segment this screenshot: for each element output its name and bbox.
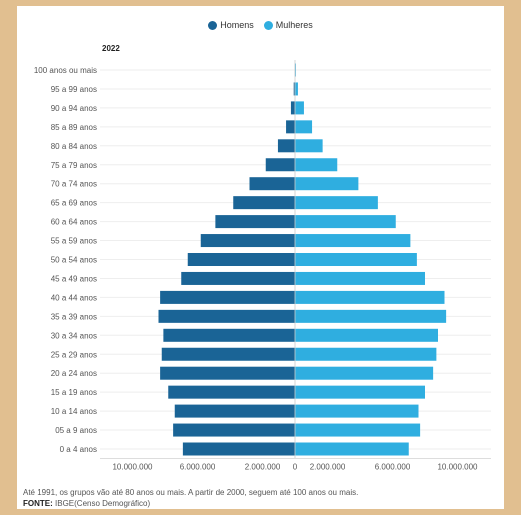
- source-text: IBGE(Censo Demográfico): [52, 499, 151, 508]
- category-label: 90 a 94 anos: [51, 104, 97, 113]
- bar-mulheres[interactable]: [295, 101, 304, 115]
- bar-homens[interactable]: [286, 120, 295, 134]
- category-label: 15 a 19 anos: [51, 388, 97, 397]
- legend-item-mulheres[interactable]: Mulheres: [263, 20, 313, 30]
- category-label: 95 a 99 anos: [51, 85, 97, 94]
- bar-mulheres[interactable]: [295, 120, 313, 134]
- category-label: 40 a 44 anos: [51, 293, 97, 302]
- category-label: 50 a 54 anos: [51, 256, 97, 265]
- bar-mulheres[interactable]: [295, 423, 421, 437]
- x-tick-label: 10.000.000: [437, 462, 478, 471]
- legend-item-homens[interactable]: Homens: [208, 20, 254, 30]
- category-label: 75 a 79 anos: [51, 161, 97, 170]
- x-tick-label: 6.000.000: [375, 462, 411, 471]
- category-label: 60 a 64 anos: [51, 218, 97, 227]
- chart-legend: Homens Mulheres: [17, 20, 504, 30]
- category-label: 55 a 59 anos: [51, 237, 97, 246]
- category-label: 35 a 39 anos: [51, 312, 97, 321]
- chart-card: Homens Mulheres 2022 100 anos ou mais 95 …: [17, 6, 504, 509]
- bar-mulheres[interactable]: [295, 404, 419, 418]
- bar-mulheres[interactable]: [295, 309, 447, 323]
- bar-homens[interactable]: [187, 253, 295, 266]
- legend-label-mulheres: Mulheres: [275, 20, 313, 30]
- bar-homens[interactable]: [233, 196, 295, 210]
- bar-mulheres[interactable]: [295, 366, 434, 380]
- x-tick-label: 2.000.000: [245, 462, 281, 471]
- category-label: 85 a 89 anos: [51, 123, 97, 132]
- category-label: 05 a 9 anos: [55, 426, 97, 435]
- bar-mulheres[interactable]: [295, 253, 417, 266]
- legend-label-homens: Homens: [220, 20, 254, 30]
- category-label: 80 a 84 anos: [51, 142, 97, 151]
- bar-homens[interactable]: [168, 385, 295, 399]
- bar-homens[interactable]: [160, 366, 295, 380]
- chart-note: Até 1991, os grupos vão até 80 anos ou m…: [23, 488, 359, 497]
- bar-mulheres[interactable]: [295, 82, 298, 96]
- bar-homens[interactable]: [249, 177, 296, 191]
- category-label: 25 a 29 anos: [51, 350, 97, 359]
- bar-homens[interactable]: [215, 215, 295, 229]
- category-label: 45 a 49 anos: [51, 274, 97, 283]
- category-label: 30 a 34 anos: [51, 331, 97, 340]
- legend-swatch-homens: [208, 20, 218, 30]
- bar-mulheres[interactable]: [295, 215, 396, 229]
- bar-mulheres[interactable]: [295, 158, 338, 172]
- bar-homens[interactable]: [200, 234, 295, 248]
- bar-homens[interactable]: [293, 82, 295, 96]
- bar-mulheres[interactable]: [295, 139, 323, 153]
- bar-mulheres[interactable]: [295, 347, 437, 361]
- bar-mulheres[interactable]: [295, 328, 438, 342]
- category-label: 65 a 69 anos: [51, 199, 97, 208]
- bar-homens[interactable]: [161, 347, 295, 361]
- bar-homens[interactable]: [265, 158, 295, 172]
- bar-mulheres[interactable]: [295, 442, 409, 456]
- bar-homens[interactable]: [174, 404, 295, 418]
- bar-mulheres[interactable]: [295, 271, 425, 285]
- bar-mulheres[interactable]: [295, 234, 411, 248]
- bar-homens[interactable]: [173, 423, 295, 437]
- bar-homens[interactable]: [290, 101, 295, 115]
- bar-homens[interactable]: [160, 290, 295, 304]
- bar-mulheres[interactable]: [295, 290, 445, 304]
- bar-mulheres[interactable]: [295, 177, 359, 191]
- bar-homens[interactable]: [181, 271, 295, 285]
- bar-homens[interactable]: [163, 328, 295, 342]
- chart-year: 2022: [102, 44, 120, 53]
- bar-mulheres[interactable]: [295, 385, 425, 399]
- x-tick-label: 2.000.000: [310, 462, 346, 471]
- category-label: 10 a 14 anos: [51, 407, 97, 416]
- bar-homens[interactable]: [182, 442, 295, 456]
- category-label: 20 a 24 anos: [51, 369, 97, 378]
- source-label: FONTE:: [23, 499, 53, 508]
- x-tick-label: 6.000.000: [180, 462, 216, 471]
- bar-mulheres[interactable]: [295, 196, 378, 210]
- x-tick-label: 10.000.000: [112, 462, 153, 471]
- category-label: 70 a 74 anos: [51, 180, 97, 189]
- chart-source: FONTE: IBGE(Censo Demográfico): [23, 499, 503, 508]
- x-tick-label: 0: [293, 462, 298, 471]
- legend-swatch-mulheres: [263, 20, 273, 30]
- category-label: 100 anos ou mais: [34, 66, 97, 75]
- bar-homens[interactable]: [277, 139, 295, 153]
- population-pyramid-chart: 100 anos ou mais 95 a 99 anos 90 a 94 anos…: [34, 60, 491, 471]
- bar-homens[interactable]: [158, 309, 296, 323]
- category-label: 0 a 4 anos: [60, 445, 97, 454]
